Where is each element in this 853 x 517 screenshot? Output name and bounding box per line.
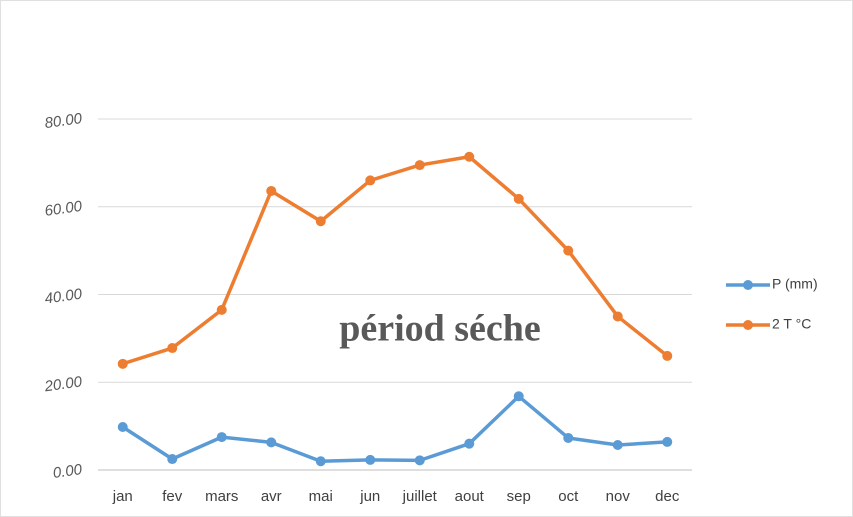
series-line: [121, 394, 668, 463]
point: [464, 438, 475, 449]
x-tick-label: juillet: [402, 488, 438, 505]
point: [167, 343, 178, 354]
point: [513, 193, 524, 204]
point: [216, 432, 227, 443]
point: [365, 175, 376, 186]
x-tick-label: nov: [606, 488, 631, 505]
point: [612, 439, 623, 450]
point: [117, 422, 128, 433]
legend-label: P (mm): [772, 276, 818, 292]
point: [414, 455, 425, 466]
legend-marker: [743, 320, 753, 330]
point: [365, 454, 376, 465]
point: [315, 216, 326, 227]
y-tick-label: 80.00: [44, 110, 84, 132]
y-tick-label: 40.00: [44, 285, 84, 307]
x-tick-label: dec: [655, 488, 680, 505]
x-tick-label: jun: [359, 488, 380, 505]
point: [414, 160, 425, 171]
point: [563, 245, 574, 256]
legend-label: 2 T °C: [772, 316, 811, 332]
x-tick-label: mars: [205, 488, 238, 505]
point: [464, 151, 475, 162]
y-tick-label: 60.00: [44, 198, 84, 220]
series-line: [122, 154, 669, 366]
x-tick-label: mai: [309, 488, 333, 505]
point: [117, 358, 128, 369]
point: [662, 436, 673, 447]
point: [266, 185, 277, 196]
x-tick-label: aout: [455, 488, 485, 505]
point: [315, 456, 326, 467]
point: [216, 304, 227, 315]
y-tick-label: 0.00: [52, 461, 84, 482]
x-tick-label: jan: [112, 488, 133, 505]
x-tick-label: avr: [261, 488, 282, 505]
point: [612, 311, 623, 322]
point: [563, 432, 574, 443]
x-tick-label: sep: [507, 488, 531, 505]
y-tick-label: 20.00: [43, 373, 84, 395]
x-tick-label: fev: [162, 488, 183, 505]
point: [513, 391, 524, 402]
point: [266, 437, 277, 448]
point: [662, 350, 673, 361]
annotation: périod séche: [339, 308, 541, 350]
x-tick-label: oct: [558, 488, 579, 505]
point: [167, 454, 178, 465]
legend-marker: [743, 280, 753, 290]
